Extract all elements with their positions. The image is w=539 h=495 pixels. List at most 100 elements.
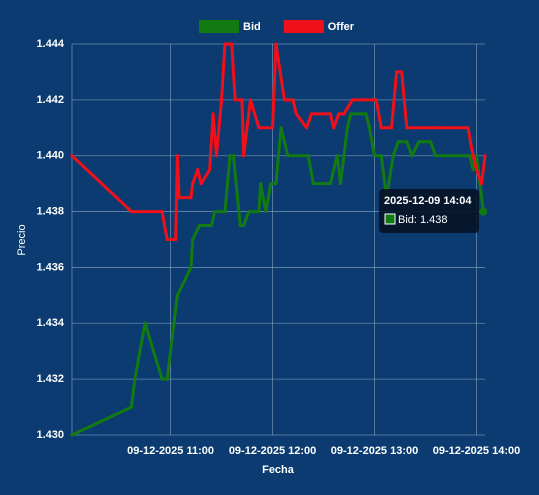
data-point xyxy=(379,126,383,130)
tooltip: 2025-12-09 14:04 Bid: 1.438 xyxy=(379,189,479,233)
data-point xyxy=(304,126,309,130)
data-point xyxy=(160,377,164,381)
hover-point xyxy=(479,207,488,216)
data-point xyxy=(269,182,273,186)
data-point xyxy=(321,182,326,186)
data-point xyxy=(395,70,399,74)
data-point xyxy=(372,154,377,158)
data-point xyxy=(168,349,173,353)
data-point xyxy=(133,377,137,381)
data-point xyxy=(238,223,242,228)
data-point xyxy=(70,433,74,437)
data-point xyxy=(306,154,310,158)
legend-label: Bid xyxy=(243,21,261,33)
data-point xyxy=(474,168,479,172)
data-point xyxy=(379,154,383,158)
data-point xyxy=(70,154,74,158)
y-tick-label: 1.432 xyxy=(36,373,64,385)
data-point xyxy=(328,182,332,186)
data-point xyxy=(259,182,263,186)
data-point xyxy=(328,112,332,116)
data-point xyxy=(189,196,193,200)
y-tick-label: 1.440 xyxy=(36,150,64,162)
data-point xyxy=(196,168,200,172)
x-tick-label: 09-12-2025 14:00 xyxy=(433,445,520,457)
data-point xyxy=(389,126,394,130)
data-point xyxy=(374,98,378,102)
data-point xyxy=(471,168,475,172)
data-point xyxy=(223,209,227,214)
data-point xyxy=(468,154,472,158)
data-point xyxy=(286,154,290,158)
data-point xyxy=(191,237,195,242)
data-point xyxy=(177,196,181,200)
data-point xyxy=(174,237,178,242)
data-point xyxy=(434,154,438,158)
data-point xyxy=(367,126,372,130)
data-point xyxy=(231,154,236,158)
tooltip-title: 2025-12-09 14:04 xyxy=(384,195,472,207)
y-axis-title: Precio xyxy=(16,224,28,255)
data-point xyxy=(199,182,203,186)
data-point xyxy=(175,293,179,297)
y-tick-label: 1.436 xyxy=(36,261,64,273)
data-point xyxy=(211,112,215,116)
series-line xyxy=(71,112,485,437)
y-tick-label: 1.438 xyxy=(36,205,64,217)
data-point xyxy=(257,126,261,130)
data-point xyxy=(405,140,409,144)
tooltip-label: Bid: 1.438 xyxy=(398,214,448,226)
data-point xyxy=(129,405,134,409)
data-point xyxy=(417,140,421,144)
data-point xyxy=(213,209,217,214)
data-point xyxy=(191,182,195,186)
data-point xyxy=(208,168,212,172)
x-tick-label: 09-12-2025 12:00 xyxy=(229,445,316,457)
data-point xyxy=(214,154,219,158)
data-point xyxy=(429,140,433,144)
data-point xyxy=(129,209,134,214)
y-tick-label: 1.434 xyxy=(36,317,64,329)
data-point xyxy=(345,126,349,130)
data-point xyxy=(350,98,355,102)
data-point xyxy=(471,154,475,158)
data-point xyxy=(337,112,341,116)
data-point xyxy=(364,112,368,116)
data-point xyxy=(165,237,169,242)
data-point xyxy=(291,98,295,102)
data-point xyxy=(274,42,278,46)
legend-swatch xyxy=(283,20,324,33)
data-point xyxy=(274,182,278,186)
data-point xyxy=(311,182,315,186)
data-point xyxy=(410,154,414,158)
data-point xyxy=(223,42,227,46)
legend-item: Offer xyxy=(283,20,355,33)
data-point xyxy=(264,209,268,214)
data-point xyxy=(230,42,234,46)
legend-item: Bid xyxy=(199,20,261,33)
data-point xyxy=(480,182,484,186)
data-point xyxy=(349,112,353,116)
data-point xyxy=(432,126,436,130)
legend-label: Offer xyxy=(328,21,355,33)
data-point xyxy=(242,223,246,228)
data-point xyxy=(282,98,287,102)
data-point xyxy=(310,112,314,116)
data-point xyxy=(143,321,147,325)
data-point xyxy=(197,223,202,228)
data-point xyxy=(294,112,298,116)
x-axis-title: Fecha xyxy=(262,464,295,476)
data-point xyxy=(335,154,339,158)
data-point xyxy=(371,98,375,102)
data-point xyxy=(175,154,179,158)
legend-swatch xyxy=(199,20,239,33)
tooltip-swatch xyxy=(384,213,396,225)
x-tick-label: 09-12-2025 13:00 xyxy=(331,445,418,457)
data-point xyxy=(209,223,213,228)
y-tick-label: 1.430 xyxy=(36,429,64,441)
data-point xyxy=(228,154,232,158)
data-point xyxy=(233,98,237,102)
data-point xyxy=(248,98,253,102)
